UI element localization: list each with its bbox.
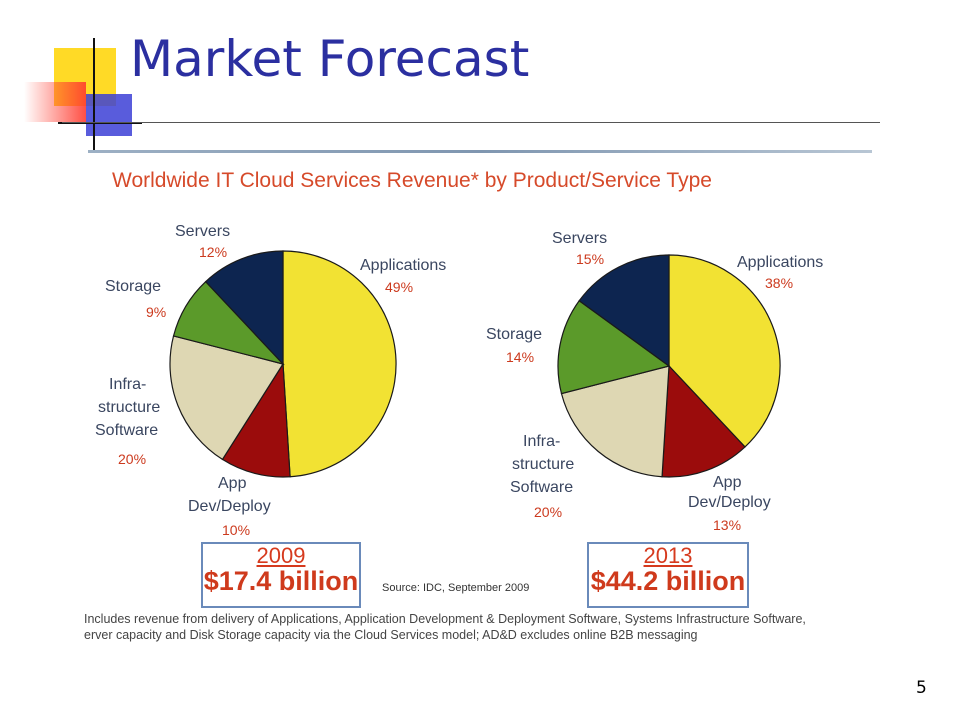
figure-subtitle: Worldwide IT Cloud Services Revenue* by … — [112, 169, 712, 192]
pct-applications-2013: 38% — [765, 275, 793, 291]
label-applications-2013: Applications — [737, 254, 823, 271]
label-appdev-2-2013: Dev/Deploy — [688, 494, 771, 511]
pct-infra-2009: 20% — [118, 451, 146, 467]
label-appdev-2-2009: Dev/Deploy — [188, 498, 271, 515]
ornament-horizontal-line — [58, 122, 142, 124]
pct-infra-2013: 20% — [534, 504, 562, 520]
year-2009: 2009 — [256, 543, 306, 568]
pct-storage-2009: 9% — [146, 304, 166, 320]
label-appdev-1-2013: App — [713, 474, 742, 491]
figure-top-border — [88, 150, 872, 153]
label-infra-1-2009: Infra- — [109, 376, 146, 393]
source-note: Source: IDC, September 2009 — [382, 582, 530, 594]
label-infra-2-2009: structure — [98, 399, 160, 416]
pie-chart-2013 — [557, 254, 781, 478]
pie-slice-servers-2009 — [204, 250, 284, 366]
label-servers-2009: Servers — [175, 223, 230, 240]
pct-servers-2009: 12% — [199, 244, 227, 260]
pie-slice-infra-structure-software-2013 — [560, 365, 670, 478]
pct-appdev-2009: 10% — [222, 522, 250, 538]
footnote-line-2: erver capacity and Disk Storage capacity… — [84, 628, 698, 642]
total-box-2009: 2009 $17.4 billion — [201, 542, 361, 608]
total-2013: $44.2 billion — [590, 566, 746, 597]
slide-number: 5 — [916, 678, 927, 698]
label-storage-2009: Storage — [105, 278, 161, 295]
pct-servers-2013: 15% — [576, 251, 604, 267]
pie-slice-applications-2013 — [668, 254, 781, 448]
pie-chart-2009 — [169, 250, 397, 478]
year-2013: 2013 — [643, 543, 693, 568]
pie-slice-storage-2013 — [557, 299, 671, 395]
label-infra-1-2013: Infra- — [523, 433, 560, 450]
pie-slice-app-dev-deploy-2013 — [661, 364, 746, 478]
label-infra-3-2013: Software — [510, 479, 573, 496]
total-box-2013: 2013 $44.2 billion — [587, 542, 749, 608]
title-divider — [62, 122, 880, 123]
ornament-red-square — [24, 82, 86, 122]
pie-slice-applications-2009 — [282, 250, 397, 478]
ornament-vertical-line — [93, 38, 95, 150]
pct-applications-2009: 49% — [385, 279, 413, 295]
slide-title: Market Forecast — [130, 30, 530, 88]
label-infra-3-2009: Software — [95, 422, 158, 439]
pct-storage-2013: 14% — [506, 349, 534, 365]
label-infra-2-2013: structure — [512, 456, 574, 473]
label-servers-2013: Servers — [552, 230, 607, 247]
label-applications-2009: Applications — [360, 257, 446, 274]
label-appdev-1-2009: App — [218, 475, 247, 492]
pie-slice-servers-2013 — [578, 254, 670, 368]
total-2009: $17.4 billion — [203, 566, 359, 597]
label-storage-2013: Storage — [486, 326, 542, 343]
pie-slice-app-dev-deploy-2009 — [221, 362, 291, 478]
pie-slice-infra-structure-software-2009 — [169, 335, 284, 461]
pct-appdev-2013: 13% — [713, 517, 741, 533]
footnote-line-1: Includes revenue from delivery of Applic… — [84, 612, 806, 626]
